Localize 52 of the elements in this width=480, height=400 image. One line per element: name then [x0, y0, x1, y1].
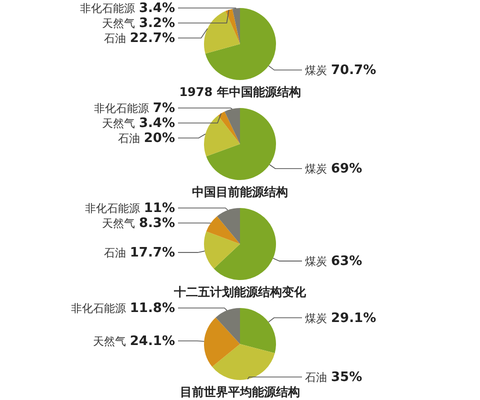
slice-label: 非化石能源: [80, 2, 135, 14]
pie-slice: [204, 116, 240, 156]
slice-label: 非化石能源: [94, 102, 149, 114]
text: 目前世界平均能源结构: [179, 384, 301, 400]
data-label: 24.1%: [130, 333, 175, 348]
data-label: 17.7%: [130, 244, 175, 260]
pie-slice: [206, 216, 240, 244]
pie-slice: [217, 208, 240, 244]
pie-slice: [232, 8, 240, 44]
slice-label: 非化石能源: [70, 302, 126, 314]
data-label: 8.3%: [138, 216, 175, 230]
pie-slice: [216, 308, 240, 344]
data-label: 7%: [152, 100, 175, 116]
pie-slice: [204, 231, 240, 269]
data-label: 20%: [144, 130, 175, 146]
text: 十二五计划能源结构变化: [173, 284, 307, 300]
slice-label: 石油: [104, 32, 126, 44]
data-label: 69%: [331, 161, 362, 176]
slice-label: 煤炭: [305, 254, 327, 268]
pie-slice: [214, 208, 276, 280]
pie-slice: [204, 317, 240, 367]
data-label: 63%: [331, 254, 362, 269]
slice-label: 非化石能源: [84, 202, 140, 214]
data-label: 35%: [331, 370, 362, 384]
slice-label: 石油: [305, 370, 327, 384]
data-label: 29.1%: [331, 310, 376, 326]
pie-slice: [240, 308, 276, 354]
text: 1978 年中国能源结构: [178, 84, 302, 100]
data-label: 3.4%: [138, 0, 175, 16]
pie-slice: [212, 344, 275, 380]
data-label: 70.7%: [331, 62, 376, 78]
slice-label: 天然气: [92, 334, 126, 348]
slice-label: 石油: [104, 246, 126, 259]
slice-label: 煤炭: [305, 64, 327, 77]
slice-label: 天然气: [102, 16, 135, 30]
pie-slice: [205, 8, 276, 80]
data-label: 3.2%: [138, 16, 175, 30]
data-label: 3.4%: [138, 116, 175, 130]
pie-slice: [206, 108, 276, 180]
slice-label: 天然气: [102, 216, 135, 230]
pie-slice: [225, 8, 240, 44]
slice-label: 煤炭: [305, 162, 327, 176]
slice-label: 天然气: [102, 116, 135, 130]
slice-label: 煤炭: [305, 311, 327, 324]
data-label: 11%: [144, 200, 175, 216]
text: 中国目前能源结构: [191, 184, 289, 200]
slice-label: 石油: [118, 132, 140, 144]
data-label: 11.8%: [130, 300, 175, 316]
pie-slice: [218, 111, 240, 144]
data-label: 22.7%: [130, 30, 175, 46]
pie-slice: [224, 108, 240, 144]
pie-slice: [204, 11, 240, 54]
